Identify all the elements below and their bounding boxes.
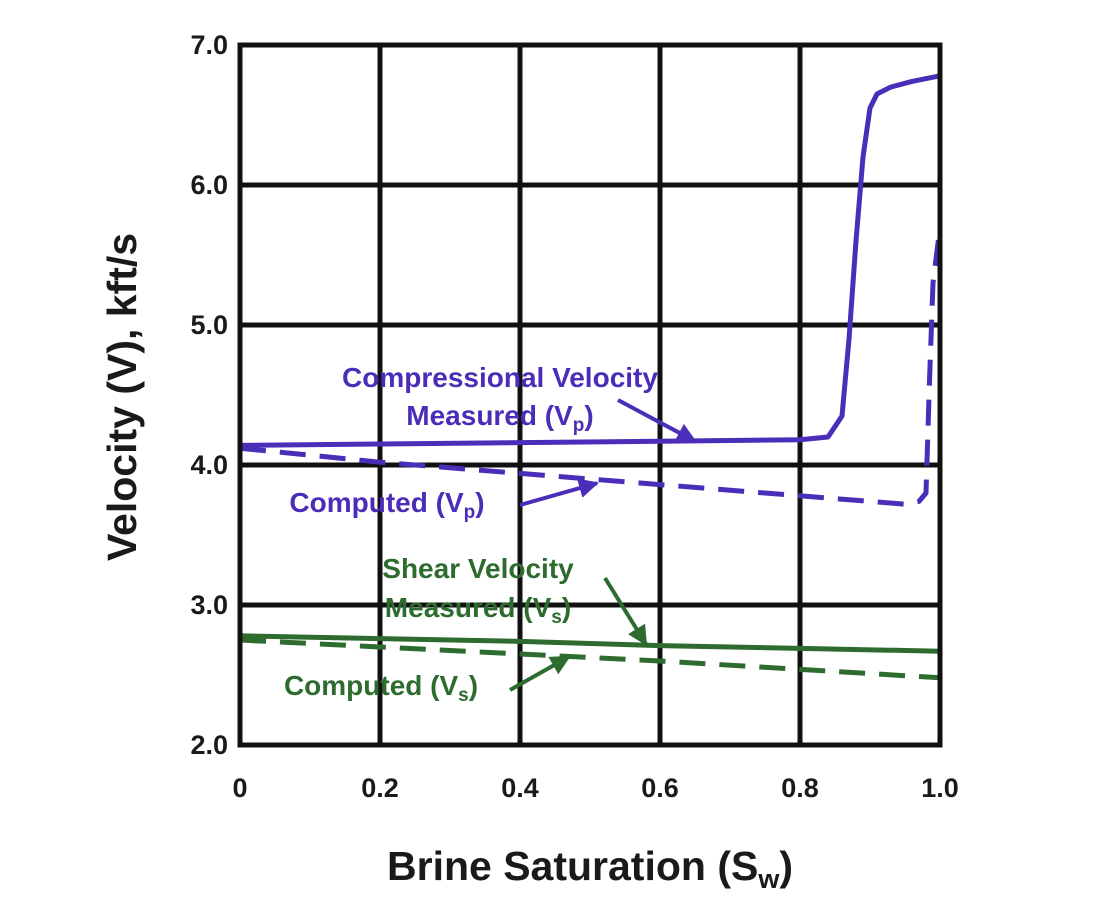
- series-vs_computed: [239, 637, 941, 681]
- annotation-arrow: [519, 478, 599, 507]
- y-tick-label: 2.0: [190, 730, 228, 760]
- series-layer: [239, 73, 943, 681]
- annotation-vs-computed: Computed (Vs): [284, 655, 571, 706]
- annotation-label: Measured (Vs): [385, 592, 571, 628]
- annotation-arrow: [617, 398, 697, 443]
- annotation-arrow: [509, 655, 571, 692]
- x-axis-title: Brine Saturation (Sw): [387, 843, 793, 894]
- x-tick-label: 0.2: [361, 773, 399, 803]
- y-tick-label: 5.0: [190, 310, 228, 340]
- plot-frame-layer: [237, 42, 943, 748]
- annotations: Compressional Velocity Measured (Vp) Compu…: [284, 362, 697, 706]
- annotation-vp-measured: Compressional Velocity Measured (Vp): [342, 362, 697, 443]
- annotation-arrow: [603, 576, 648, 646]
- plot-frame: [237, 42, 943, 748]
- annotation-title: Compressional Velocity: [342, 362, 658, 393]
- annotation-label: Computed (Vp): [289, 487, 484, 523]
- series-vp_measured: [239, 73, 941, 448]
- y-tick-label: 7.0: [190, 30, 228, 60]
- x-tick-label: 0.8: [781, 773, 819, 803]
- y-tick-label: 4.0: [190, 450, 228, 480]
- annotation-label: Measured (Vp): [406, 400, 593, 436]
- y-tick-label: 6.0: [190, 170, 228, 200]
- y-tick-label: 3.0: [190, 590, 228, 620]
- x-tick-label: 0.6: [641, 773, 679, 803]
- x-tick-label: 0.4: [501, 773, 539, 803]
- grid: [240, 45, 940, 745]
- annotation-vp-computed: Computed (Vp): [289, 478, 599, 523]
- series-vs_measured: [239, 633, 941, 654]
- y-axis-title: Velocity (V), kft/s: [99, 233, 145, 561]
- x-tick-label: 1.0: [921, 773, 959, 803]
- x-tick-label: 0: [232, 773, 247, 803]
- tick-labels: 0 0.2 0.4 0.6 0.8 1.0 2.0 3.0 4.0 5.0 6.0 7.0: [190, 30, 958, 803]
- series-vp_computed: [239, 226, 943, 507]
- annotation-vs-measured: Shear Velocity Measured (Vs): [382, 553, 648, 646]
- annotation-title: Shear Velocity: [382, 553, 574, 584]
- annotation-label: Computed (Vs): [284, 670, 478, 706]
